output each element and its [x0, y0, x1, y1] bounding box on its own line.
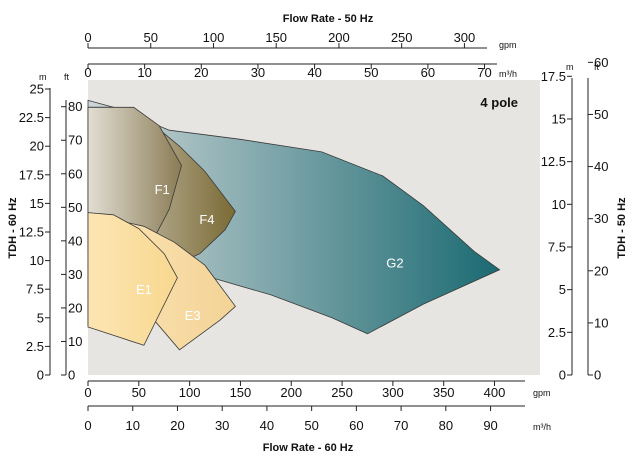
top-m3h-tick-label: 10	[137, 65, 151, 80]
left-ft-tick-label: 50	[68, 200, 82, 215]
right-m-tick-label: 5	[559, 282, 566, 297]
right-ft-unit: ft	[594, 62, 600, 72]
bottom-m3h-tick-label: 40	[260, 418, 274, 433]
left-ft-tick-label: 80	[68, 99, 82, 114]
chart-annotation: 4 pole	[480, 95, 518, 110]
y-axis-title-left: TDH - 60 Hz	[7, 197, 19, 259]
right-ft-tick-label: 0	[594, 368, 601, 383]
top-m3h-tick-label: 40	[307, 65, 321, 80]
region-label-g2: G2	[386, 256, 403, 271]
top-gpm-tick-label: 50	[144, 30, 158, 45]
y-axis-title-right: TDH - 50 Hz	[616, 197, 628, 259]
bottom-gpm-tick-label: 50	[132, 385, 146, 400]
bottom-m3h-tick-label: 30	[215, 418, 229, 433]
left-m-unit: m	[39, 72, 47, 82]
right-ft-tick-label: 30	[594, 211, 608, 226]
bottom-gpm-unit: gpm	[533, 388, 551, 398]
right-m-tick-label: 10	[552, 197, 566, 212]
right-m-tick-label: 12.5	[541, 154, 566, 169]
top-gpm-tick-label: 100	[203, 30, 225, 45]
chart-title: Flow Rate - 50 Hz	[283, 13, 374, 25]
left-ft-tick-label: 60	[68, 166, 82, 181]
left-m-tick-label: 25	[30, 82, 44, 97]
left-m-tick-label: 10	[30, 253, 44, 268]
top-m3h-tick-label: 20	[194, 65, 208, 80]
right-m-tick-label: 15	[552, 111, 566, 126]
x-axis-title: Flow Rate - 60 Hz	[263, 442, 354, 454]
left-m-tick-label: 17.5	[19, 167, 44, 182]
left-m-tick-label: 2.5	[26, 339, 44, 354]
bottom-gpm-tick-label: 350	[433, 385, 455, 400]
left-m-tick-label: 22.5	[19, 110, 44, 125]
left-ft-tick-label: 30	[68, 267, 82, 282]
top-gpm-unit: gpm	[499, 40, 517, 50]
bottom-m3h-unit: m³/h	[533, 422, 551, 432]
bottom-gpm-tick-label: 0	[84, 385, 91, 400]
bottom-gpm-tick-label: 400	[484, 385, 506, 400]
right-ft-tick-label: 20	[594, 263, 608, 278]
region-label-e1: E1	[136, 282, 152, 297]
right-ft-tick-label: 10	[594, 315, 608, 330]
region-e1	[87, 212, 178, 346]
left-ft-unit: ft	[64, 72, 70, 82]
region-labels: G2 F4 F1 E3 E1	[136, 182, 404, 323]
top-m3h-tick-label: 0	[84, 65, 91, 80]
left-m-tick-label: 7.5	[26, 282, 44, 297]
regions	[87, 99, 501, 351]
bottom-gpm-tick-label: 300	[382, 385, 404, 400]
bottom-m3h-tick-label: 50	[304, 418, 318, 433]
region-label-f1: F1	[155, 182, 170, 197]
bottom-m3h-tick-label: 70	[394, 418, 408, 433]
bottom-m3h-tick-label: 10	[125, 418, 139, 433]
region-label-e3: E3	[185, 308, 201, 323]
left-m-tick-label: 20	[30, 139, 44, 154]
bottom-m3h-tick-label: 80	[439, 418, 453, 433]
left-ft-tick-label: 10	[68, 334, 82, 349]
left-ft-tick-label: 20	[68, 300, 82, 315]
left-ft-tick-label: 0	[68, 368, 75, 383]
top-m3h-tick-label: 30	[251, 65, 265, 80]
left-m-tick-label: 0	[37, 368, 44, 383]
top-gpm-tick-label: 250	[391, 30, 413, 45]
top-m3h-unit: m³/h	[499, 69, 517, 79]
bottom-gpm-tick-label: 200	[280, 385, 302, 400]
top-m3h-tick-label: 60	[421, 65, 435, 80]
top-gpm-tick-label: 300	[454, 30, 476, 45]
left-ft-tick-label: 70	[68, 133, 82, 148]
right-m-tick-label: 0	[559, 368, 566, 383]
top-m3h-tick-label: 50	[364, 65, 378, 80]
top-gpm-tick-label: 200	[328, 30, 350, 45]
bottom-m3h-tick-label: 0	[84, 418, 91, 433]
left-ft-tick-label: 40	[68, 233, 82, 248]
right-m-tick-label: 7.5	[548, 239, 566, 254]
bottom-m3h-tick-label: 60	[349, 418, 363, 433]
top-m3h-tick-label: 70	[477, 65, 491, 80]
left-m-tick-label: 12.5	[19, 225, 44, 240]
right-m-tick-label: 2.5	[548, 325, 566, 340]
bottom-m3h-tick-label: 20	[170, 418, 184, 433]
right-ft-tick-label: 50	[594, 107, 608, 122]
region-label-f4: F4	[199, 212, 214, 227]
right-m-unit: m	[566, 62, 574, 72]
right-ft-tick-label: 40	[594, 159, 608, 174]
right-ft-tick-label: 60	[594, 55, 608, 70]
top-gpm-tick-label: 150	[265, 30, 287, 45]
bottom-m3h-tick-label: 90	[483, 418, 497, 433]
bottom-gpm-tick-label: 250	[331, 385, 353, 400]
top-gpm-tick-label: 0	[84, 30, 91, 45]
left-m-tick-label: 15	[30, 196, 44, 211]
bottom-gpm-tick-label: 100	[179, 385, 201, 400]
bottom-gpm-tick-label: 150	[230, 385, 252, 400]
right-m-tick-label: 17.5	[541, 69, 566, 84]
left-m-tick-label: 5	[37, 310, 44, 325]
